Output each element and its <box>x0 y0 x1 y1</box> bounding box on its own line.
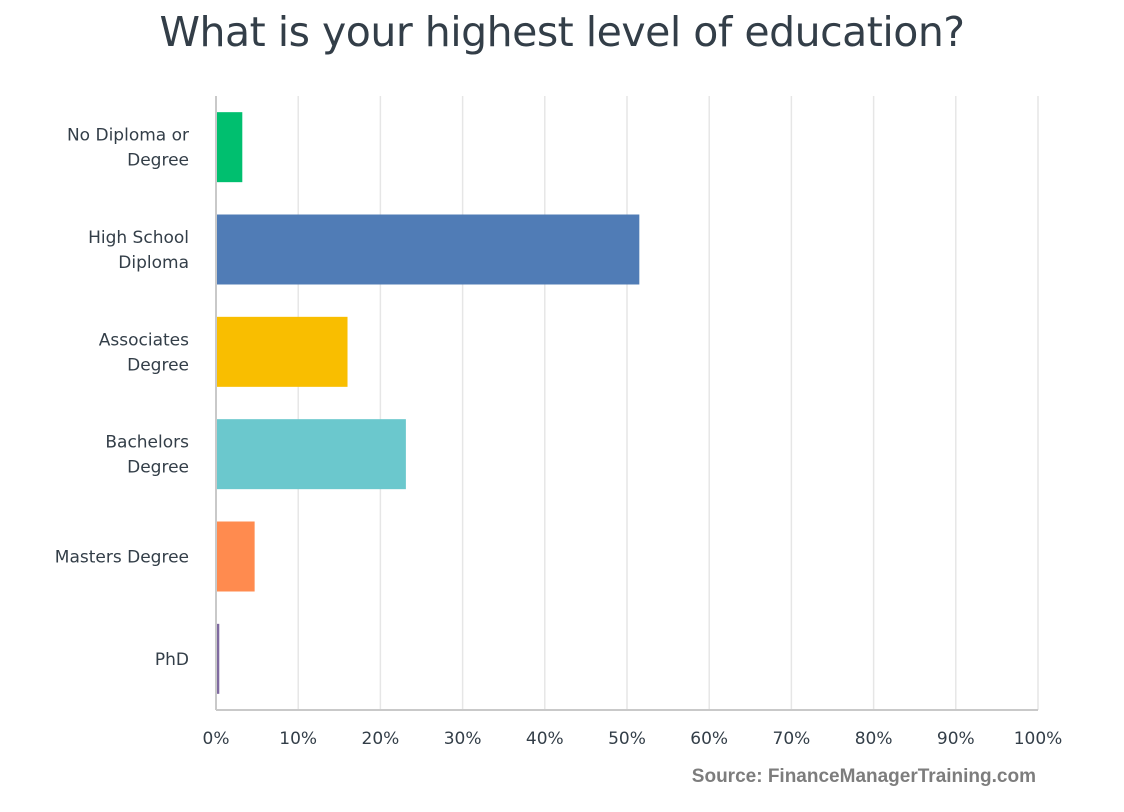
category-label: Degree <box>127 458 189 478</box>
x-tick-label: 0% <box>203 729 230 749</box>
source-note: Source: FinanceManagerTraining.com <box>691 766 1036 787</box>
x-tick-label: 100% <box>1014 729 1063 749</box>
category-label: Degree <box>127 151 189 171</box>
x-tick-label: 30% <box>444 729 482 749</box>
bars <box>216 112 640 694</box>
category-label: PhD <box>155 650 189 670</box>
category-label: High School <box>88 228 189 248</box>
category-label: Diploma <box>118 253 189 273</box>
category-label: Associates <box>99 330 189 350</box>
bar <box>216 623 220 694</box>
bar <box>216 316 348 387</box>
x-tick-label: 60% <box>690 729 728 749</box>
bar <box>216 214 640 285</box>
x-tick-label: 80% <box>855 729 893 749</box>
category-labels: No Diploma or Degree High School Diploma Ass… <box>55 126 189 670</box>
gridlines <box>297 96 1039 710</box>
category-label: No Diploma or <box>67 126 189 146</box>
bar <box>216 112 243 183</box>
axes <box>215 96 1038 711</box>
x-tick-label: 90% <box>937 729 975 749</box>
category-label: Masters Degree <box>55 548 189 568</box>
x-tick-label: 70% <box>773 729 811 749</box>
x-tick-label: 40% <box>526 729 564 749</box>
chart-title: What is your highest level of education? <box>159 8 965 56</box>
bar <box>216 419 406 490</box>
x-tick-label: 10% <box>279 729 317 749</box>
category-label: Degree <box>127 355 189 375</box>
x-tick-label: 50% <box>608 729 646 749</box>
x-tick-labels: 0% 10% 20% 30% 40% 50% 60% 70% 80% 90% 100% <box>203 729 1063 749</box>
x-tick-label: 20% <box>362 729 400 749</box>
category-label: Bachelors <box>105 433 189 453</box>
bar <box>216 521 255 592</box>
